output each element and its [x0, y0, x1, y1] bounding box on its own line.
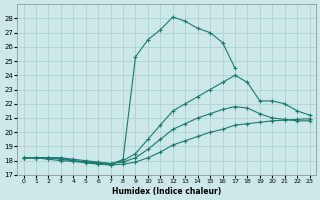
X-axis label: Humidex (Indice chaleur): Humidex (Indice chaleur): [112, 187, 221, 196]
